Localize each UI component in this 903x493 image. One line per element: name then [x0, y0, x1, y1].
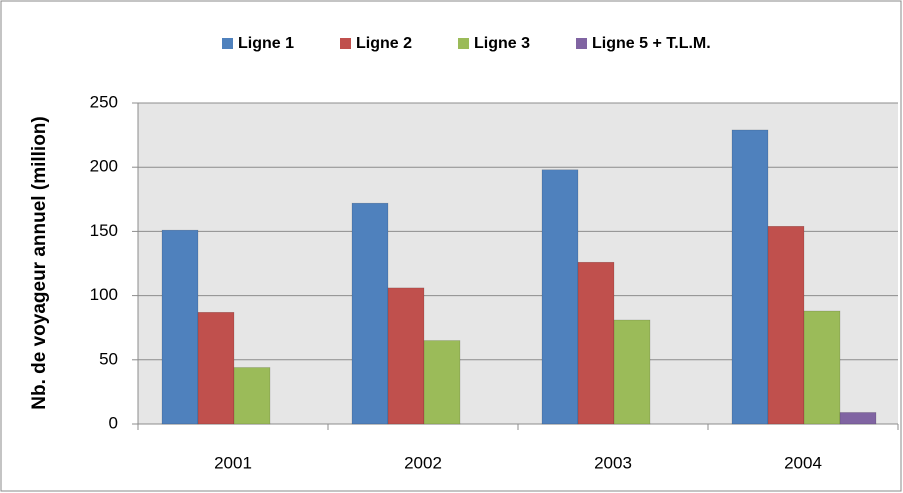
legend-swatch — [340, 38, 351, 49]
bar — [161, 229, 199, 425]
bar — [197, 312, 235, 425]
bar — [731, 129, 769, 425]
legend-label: Ligne 1 — [238, 35, 294, 52]
bar — [423, 340, 461, 425]
legend-swatch — [222, 38, 233, 49]
bar — [613, 319, 651, 425]
y-axis-title: Nb. de voyageur annuel (million) — [29, 116, 50, 409]
x-tick-label: 2002 — [404, 453, 442, 472]
bar — [577, 261, 615, 425]
y-tick-label: 50 — [99, 349, 118, 368]
y-tick-label: 100 — [90, 285, 118, 304]
legend-swatch — [458, 38, 469, 49]
bar — [541, 169, 579, 425]
legend-label: Ligne 2 — [356, 35, 412, 52]
y-tick-label: 200 — [90, 157, 118, 176]
x-tick-label: 2003 — [594, 453, 632, 472]
legend-label: Ligne 3 — [474, 35, 530, 52]
bar — [839, 412, 877, 425]
bar — [767, 226, 805, 425]
y-tick-label: 150 — [90, 221, 118, 240]
legend-label: Ligne 5 + T.L.M. — [592, 35, 711, 52]
x-tick-label: 2001 — [214, 453, 252, 472]
y-tick-label: 0 — [109, 413, 118, 432]
bar — [351, 202, 389, 425]
legend-swatch — [576, 38, 587, 49]
bar — [233, 367, 271, 425]
bar — [387, 287, 425, 425]
y-tick-label: 250 — [90, 92, 118, 111]
x-tick-label: 2004 — [784, 453, 822, 472]
bar — [803, 310, 841, 425]
